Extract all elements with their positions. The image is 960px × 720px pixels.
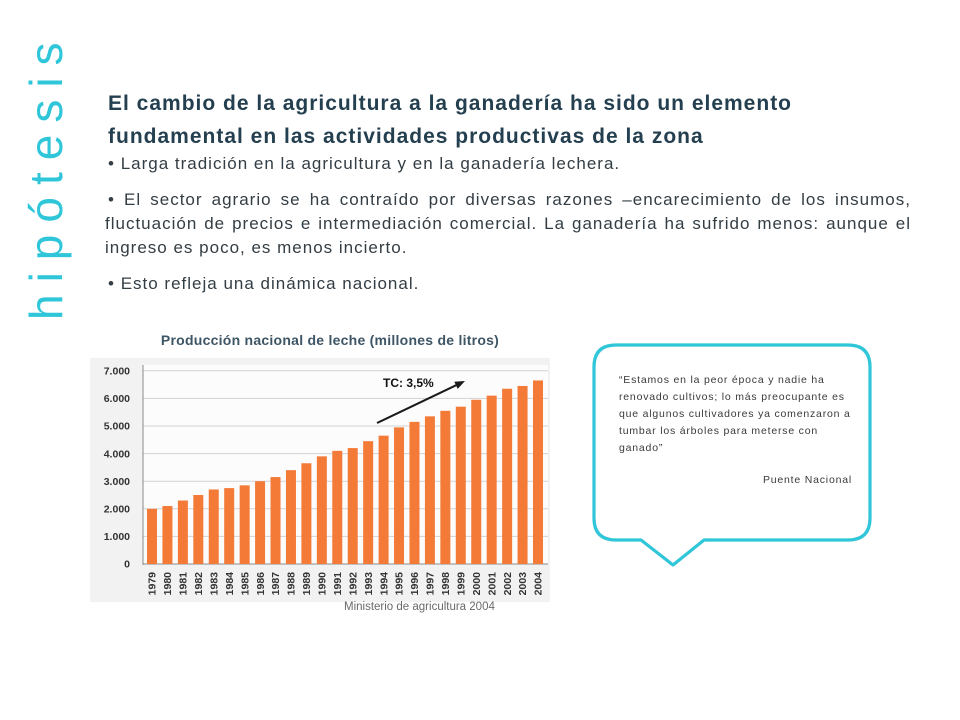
bar-2001 [486, 395, 497, 564]
bar-1983 [208, 489, 219, 564]
x-tick-label: 1986 [255, 572, 267, 596]
x-tick-label: 1989 [301, 572, 313, 596]
speech-bubble [592, 343, 872, 567]
x-tick-label: 1988 [286, 572, 298, 596]
bar-1992 [347, 448, 358, 564]
x-tick-label: 1995 [394, 572, 406, 596]
quote-line: “Estamos en la peor época y nadie ha [619, 374, 825, 386]
bar-1985 [239, 485, 250, 564]
bar-1982 [193, 495, 204, 564]
quote-line: ganado” [619, 442, 664, 454]
bar-1980 [162, 506, 173, 564]
quote-line: tumbar los árboles para meterse con [619, 425, 818, 437]
x-tick-label: 2000 [471, 572, 483, 596]
chart-title: Producción nacional de leche (millones d… [160, 332, 500, 348]
bar-1991 [332, 450, 343, 564]
bar-1989 [301, 463, 312, 564]
bullet-item: Esto refleja una dinámica nacional. [105, 272, 911, 296]
y-tick-label: 5.000 [104, 421, 130, 433]
bar-2003 [517, 385, 528, 564]
x-tick-label: 1996 [409, 572, 421, 596]
y-tick-label: 4.000 [104, 448, 130, 460]
annotation-label: TC: 3,5% [383, 376, 434, 390]
trend-arrow-line [376, 383, 458, 424]
bar-1987 [270, 477, 281, 564]
vertical-section-title: hipótesis [20, 30, 72, 320]
trend-arrow [376, 381, 465, 424]
bar-1986 [255, 481, 266, 564]
x-tick-label: 1992 [347, 572, 359, 596]
bullet-item: Larga tradición en la agricultura y en l… [105, 152, 911, 176]
x-tick-label: 1985 [239, 572, 251, 596]
bullet-item: El sector agrario se ha contraído por di… [105, 188, 911, 260]
bar-1998 [440, 410, 451, 564]
x-tick-label: 1994 [378, 572, 390, 596]
bar-1979 [147, 508, 157, 564]
y-tick-label: 0 [124, 559, 130, 571]
x-tick-label: 2003 [517, 572, 529, 596]
slide-title: El cambio de la agricultura a la ganader… [108, 92, 793, 148]
bar-1981 [177, 500, 188, 564]
x-tick-label: 1991 [332, 572, 344, 596]
bar-1994 [378, 435, 389, 564]
bar-1993 [363, 441, 374, 564]
x-tick-label: 1979 [147, 572, 159, 596]
bar-1984 [224, 488, 235, 564]
x-tick-label: 1983 [208, 572, 220, 596]
bar-1996 [409, 421, 420, 564]
x-tick-label: 2004 [533, 572, 545, 596]
x-tick-label: 1981 [178, 572, 190, 596]
bar-1997 [424, 416, 435, 564]
bar-1995 [394, 427, 405, 564]
quote-author: Puente Nacional [762, 474, 852, 486]
x-tick-label: 1990 [317, 572, 329, 596]
bar-2004 [533, 380, 543, 564]
x-tick-label: 2002 [502, 572, 514, 596]
x-tick-label: 1987 [270, 572, 282, 596]
speech-bubble-outline [592, 343, 872, 567]
bar-1999 [455, 406, 466, 564]
y-tick-label: 3.000 [104, 476, 130, 488]
bar-2002 [502, 388, 513, 564]
x-tick-label: 1982 [193, 572, 205, 596]
x-tick-label: 1999 [455, 572, 467, 596]
quote-line: que algunos cultivadores ya comenzaron a [619, 408, 851, 420]
y-tick-label: 7.000 [104, 365, 130, 377]
trend-arrow-head [454, 381, 465, 389]
x-tick-label: 2001 [486, 572, 498, 596]
x-tick-label: 1984 [224, 572, 236, 596]
bar-1988 [285, 470, 296, 564]
x-tick-label: 1993 [363, 572, 375, 596]
quote-line: renovado cultivos; lo más preocupante es [619, 391, 845, 403]
bar-chart: 0 1.000 2.000 3.000 4.000 5.000 6.000 7.000 1979… [90, 358, 550, 602]
x-tick-label: 1997 [425, 572, 437, 596]
x-tick-label: 1998 [440, 572, 452, 596]
y-tick-label: 6.000 [104, 393, 130, 405]
x-tick-label: 1980 [162, 572, 174, 596]
bar-2000 [471, 399, 482, 564]
bar-1990 [316, 456, 327, 564]
y-tick-label: 1.000 [104, 531, 130, 543]
bullet-list: Larga tradición en la agricultura y en l… [105, 152, 911, 308]
quote-text: “Estamos en la peor época y nadie ha ren… [619, 372, 851, 457]
y-tick-label: 2.000 [104, 503, 130, 515]
chart-source: Ministerio de agricultura 2004 [344, 601, 495, 613]
